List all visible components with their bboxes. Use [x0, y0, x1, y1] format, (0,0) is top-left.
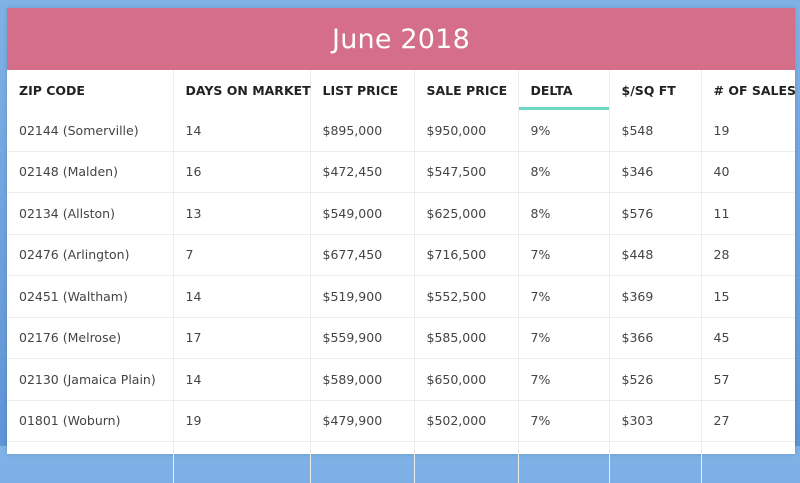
cell-list-price: $589,000 [310, 358, 415, 400]
cell-sale-price: $716,500 [414, 233, 519, 276]
cell-list-price: $519,900 [310, 275, 415, 317]
cell-zip-code: 02148 (Malden) [7, 150, 174, 193]
cell-delta: 7% [518, 233, 610, 276]
cell-sale-price: $650,000 [414, 358, 519, 400]
cell-sale-price: $950,000 [414, 110, 519, 151]
table-row: 02476 (Arlington) 7 $677,450 $716,500 7%… [7, 233, 795, 276]
cell-sale-price: $585,000 [414, 316, 519, 359]
cell-zip-code: 02476 (Arlington) [7, 233, 174, 276]
table-row: 02148 (Malden) 16 $472,450 $547,500 8% $… [7, 150, 795, 193]
cell-zip-code: 01801 (Woburn) [7, 399, 174, 442]
cell-number-of-sales: 19 [713, 122, 730, 138]
cell-days-on-market: 19 [173, 399, 311, 442]
cell-zip-code: 02134 (Allston) [7, 192, 174, 234]
cell-delta: 7% [518, 316, 610, 359]
cell-number-of-sales: 11 [701, 192, 795, 234]
cell-list-price: $479,900 [310, 399, 415, 442]
cell-delta [518, 441, 610, 483]
cell-number-of-sales [701, 441, 795, 483]
cell-number-of-sales: 15 [701, 275, 795, 317]
cell-price-per-sqft: $548 [609, 110, 702, 151]
cell-number-of-sales: 27 [701, 399, 795, 442]
table-row: 02134 (Allston) 13 $549,000 $625,000 8% … [7, 192, 795, 234]
cell-price-per-sqft: $366 [609, 316, 702, 359]
cell-price-per-sqft: $346 [609, 150, 702, 193]
cell-zip-code [7, 441, 174, 483]
cell-number-of-sales: 40 [701, 150, 795, 193]
column-header-list-price[interactable]: LIST PRICE [310, 70, 415, 110]
table-row [7, 441, 795, 483]
cell-list-price: $559,900 [310, 316, 415, 359]
column-header-number-of-sales[interactable]: # OF SALES [701, 70, 796, 110]
column-header-sale-price[interactable]: SALE PRICE [414, 70, 519, 110]
cell-number-of-sales: 28 [701, 233, 795, 276]
cell-days-on-market: 7 [173, 233, 311, 276]
cell-price-per-sqft: $448 [609, 233, 702, 276]
cell-delta: 8% [518, 150, 610, 193]
cell-list-price: $549,000 [310, 192, 415, 234]
cell-zip-code: 02144 (Somerville) [7, 110, 174, 151]
cell-days-on-market: 17 [173, 316, 311, 359]
table-header-row: ZIP CODE DAYS ON MARKET LIST PRICE SALE … [7, 70, 796, 110]
cell-price-per-sqft [609, 441, 702, 483]
cell-sale-price: $625,000 [414, 192, 519, 234]
cell-days-on-market: 14 [173, 110, 311, 151]
cell-price-per-sqft: $526 [609, 358, 702, 400]
cell-delta: 9% [518, 110, 610, 151]
cell-delta: 8% [518, 192, 610, 234]
cell-zip-code: 02451 (Waltham) [7, 275, 174, 317]
cell-days-on-market: 13 [173, 192, 311, 234]
cell-sale-price [414, 441, 519, 483]
page-title: June 2018 [332, 23, 470, 55]
market-table-card: June 2018 ZIP CODE DAYS ON MARKET LIST P… [7, 8, 796, 483]
title-bar: June 2018 [7, 8, 795, 70]
cell-delta: 7% [518, 399, 610, 442]
column-header-price-per-sqft[interactable]: $/SQ FT [609, 70, 702, 110]
cell-list-price: $895,000 [310, 110, 415, 151]
cell-number-of-sales: 57 [701, 358, 795, 400]
table-row: 02176 (Melrose) 17 $559,900 $585,000 7% … [7, 316, 795, 359]
cell-number-of-sales: 45 [701, 316, 795, 359]
cell-zip-code: 02130 (Jamaica Plain) [7, 358, 174, 400]
cell-delta: 7% [518, 275, 610, 317]
table-row: 02451 (Waltham) 14 $519,900 $552,500 7% … [7, 275, 795, 317]
cell-sale-price: $547,500 [414, 150, 519, 193]
market-table: ZIP CODE DAYS ON MARKET LIST PRICE SALE … [7, 70, 796, 483]
table-row: 01801 (Woburn) 19 $479,900 $502,000 7% $… [7, 399, 795, 442]
cell-list-price [310, 441, 415, 483]
cell-delta: 7% [518, 358, 610, 400]
table-row: 02130 (Jamaica Plain) 14 $589,000 $650,0… [7, 358, 795, 400]
cell-sale-price: $552,500 [414, 275, 519, 317]
column-header-days-on-market[interactable]: DAYS ON MARKET [173, 70, 311, 110]
cell-price-per-sqft: $576 [609, 192, 702, 234]
cell-days-on-market: 16 [173, 150, 311, 193]
cell-list-price: $677,450 [310, 233, 415, 276]
column-header-delta[interactable]: DELTA [518, 70, 610, 110]
cell-price-per-sqft: $369 [609, 275, 702, 317]
table-body: 02144 (Somerville) 14 $895,000 $950,000 … [7, 110, 795, 483]
cell-price-per-sqft: $303 [609, 399, 702, 442]
cell-zip-code: 02176 (Melrose) [7, 316, 174, 359]
cell-days-on-market: 14 [173, 358, 311, 400]
table-row: 02144 (Somerville) 14 $895,000 $950,000 … [7, 110, 795, 151]
cell-days-on-market: 14 [173, 275, 311, 317]
cell-list-price: $472,450 [310, 150, 415, 193]
column-header-zip-code[interactable]: ZIP CODE [7, 70, 174, 110]
cell-days-on-market [173, 441, 311, 483]
cell-sale-price: $502,000 [414, 399, 519, 442]
